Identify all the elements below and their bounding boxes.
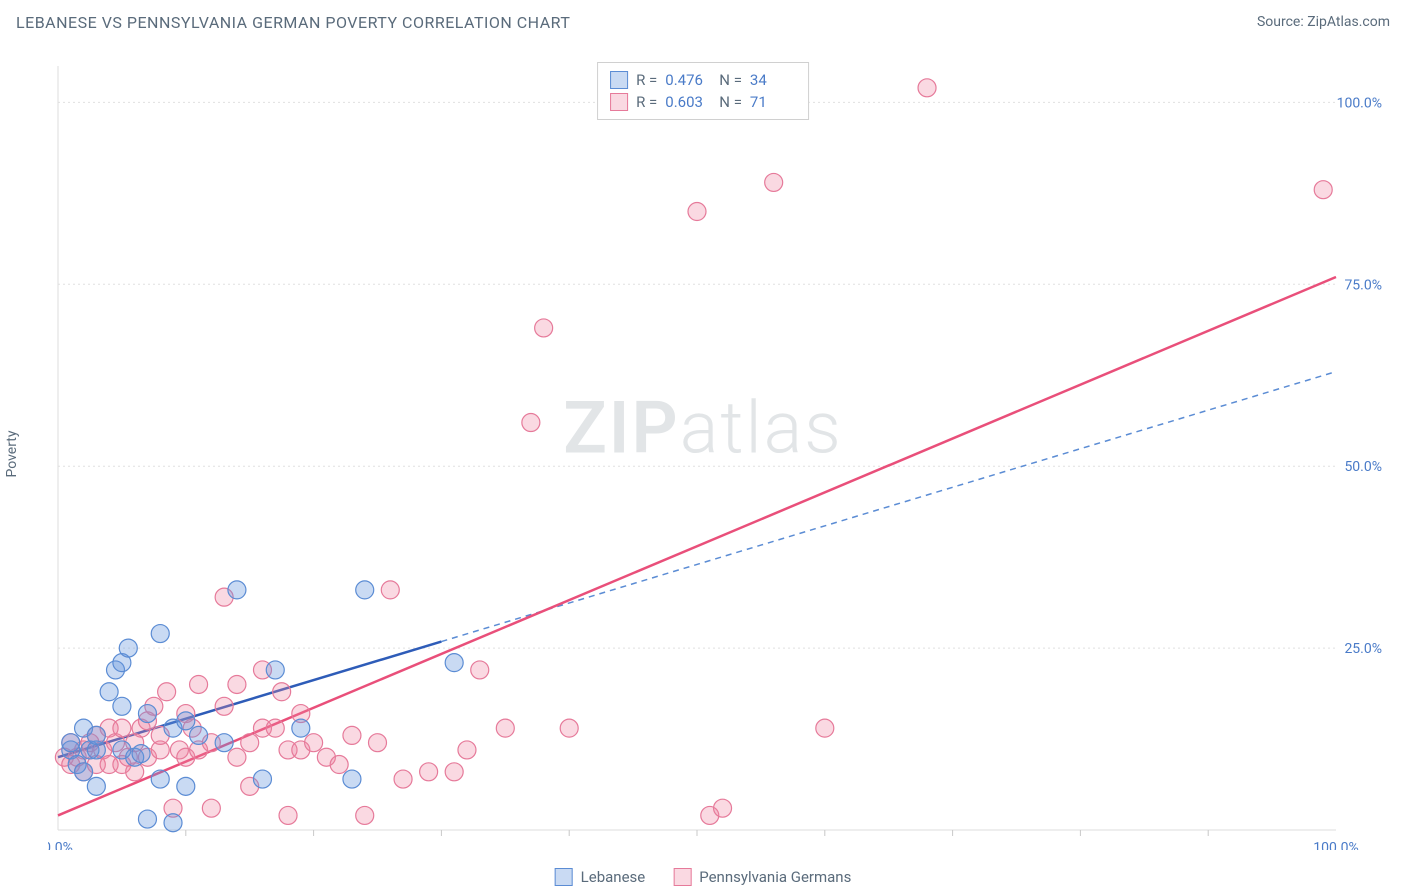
data-point — [151, 625, 169, 643]
legend-item: Pennsylvania Germans — [673, 868, 851, 886]
data-point — [279, 806, 297, 824]
chart-title: LEBANESE VS PENNSYLVANIA GERMAN POVERTY … — [16, 13, 570, 32]
data-point — [765, 173, 783, 191]
data-point — [100, 683, 118, 701]
data-point — [113, 697, 131, 715]
data-point — [292, 719, 310, 737]
series-legend: Lebanese Pennsylvania Germans — [555, 868, 852, 886]
data-point — [445, 763, 463, 781]
data-point — [522, 414, 540, 432]
data-point — [158, 683, 176, 701]
chart-header: LEBANESE VS PENNSYLVANIA GERMAN POVERTY … — [0, 0, 1406, 44]
data-point — [138, 705, 156, 723]
data-point — [305, 734, 323, 752]
legend-n-value: 34 — [750, 71, 796, 89]
data-point — [177, 712, 195, 730]
data-point — [330, 756, 348, 774]
data-point — [471, 661, 489, 679]
legend-r-value: 0.603 — [665, 93, 711, 111]
correlation-legend: R = 0.476 N = 34 R = 0.603 N = 71 — [597, 62, 809, 120]
svg-text:25.0%: 25.0% — [1344, 641, 1382, 657]
data-point — [420, 763, 438, 781]
legend-swatch-icon — [610, 93, 628, 111]
data-point — [228, 581, 246, 599]
data-point — [458, 741, 476, 759]
data-point — [202, 799, 220, 817]
data-point — [369, 734, 387, 752]
legend-row: R = 0.476 N = 34 — [610, 69, 796, 91]
legend-n-value: 71 — [750, 93, 796, 111]
data-point — [266, 661, 284, 679]
data-point — [266, 719, 284, 737]
legend-r-label: R = — [636, 93, 657, 111]
data-point — [151, 770, 169, 788]
data-point — [343, 726, 361, 744]
data-point — [560, 719, 578, 737]
scatter-plot-svg: 0.0% 100.0% 25.0% 50.0% 75.0% 100.0% — [48, 60, 1388, 850]
legend-swatch-icon — [610, 71, 628, 89]
svg-text:100.0%: 100.0% — [1337, 95, 1382, 111]
data-point — [215, 697, 233, 715]
data-point — [62, 734, 80, 752]
data-point — [87, 777, 105, 795]
svg-text:0.0%: 0.0% — [48, 840, 73, 850]
data-point — [1314, 181, 1332, 199]
chart-source: Source: ZipAtlas.com — [1257, 14, 1390, 30]
data-point — [918, 79, 936, 97]
data-point — [496, 719, 514, 737]
data-point — [215, 734, 233, 752]
legend-series-label: Lebanese — [581, 868, 646, 886]
legend-row: R = 0.603 N = 71 — [610, 91, 796, 113]
legend-n-label: N = — [719, 71, 742, 89]
data-point — [714, 799, 732, 817]
data-point — [253, 770, 271, 788]
legend-n-label: N = — [719, 93, 742, 111]
data-point — [190, 675, 208, 693]
data-point — [228, 675, 246, 693]
data-point — [138, 810, 156, 828]
data-point — [343, 770, 361, 788]
legend-swatch-icon — [555, 868, 573, 886]
data-point — [381, 581, 399, 599]
chart-area: 0.0% 100.0% 25.0% 50.0% 75.0% 100.0% — [48, 60, 1388, 850]
legend-series-label: Pennsylvania Germans — [699, 868, 851, 886]
legend-r-value: 0.476 — [665, 71, 711, 89]
data-point — [816, 719, 834, 737]
y-axis-label: Poverty — [4, 430, 20, 477]
data-point — [273, 683, 291, 701]
data-point — [356, 806, 374, 824]
legend-item: Lebanese — [555, 868, 646, 886]
data-point — [132, 745, 150, 763]
data-point — [119, 639, 137, 657]
data-point — [177, 777, 195, 795]
data-point — [445, 654, 463, 672]
data-point — [190, 726, 208, 744]
data-point — [87, 726, 105, 744]
data-point — [75, 763, 93, 781]
data-point — [394, 770, 412, 788]
data-point — [688, 203, 706, 221]
data-point — [356, 581, 374, 599]
legend-r-label: R = — [636, 71, 657, 89]
data-point — [164, 814, 182, 832]
svg-text:100.0%: 100.0% — [1313, 840, 1358, 850]
data-point — [535, 319, 553, 337]
svg-text:50.0%: 50.0% — [1344, 459, 1382, 475]
data-point — [241, 734, 259, 752]
svg-text:75.0%: 75.0% — [1344, 277, 1382, 293]
legend-swatch-icon — [673, 868, 691, 886]
data-point — [228, 748, 246, 766]
data-point — [113, 719, 131, 737]
